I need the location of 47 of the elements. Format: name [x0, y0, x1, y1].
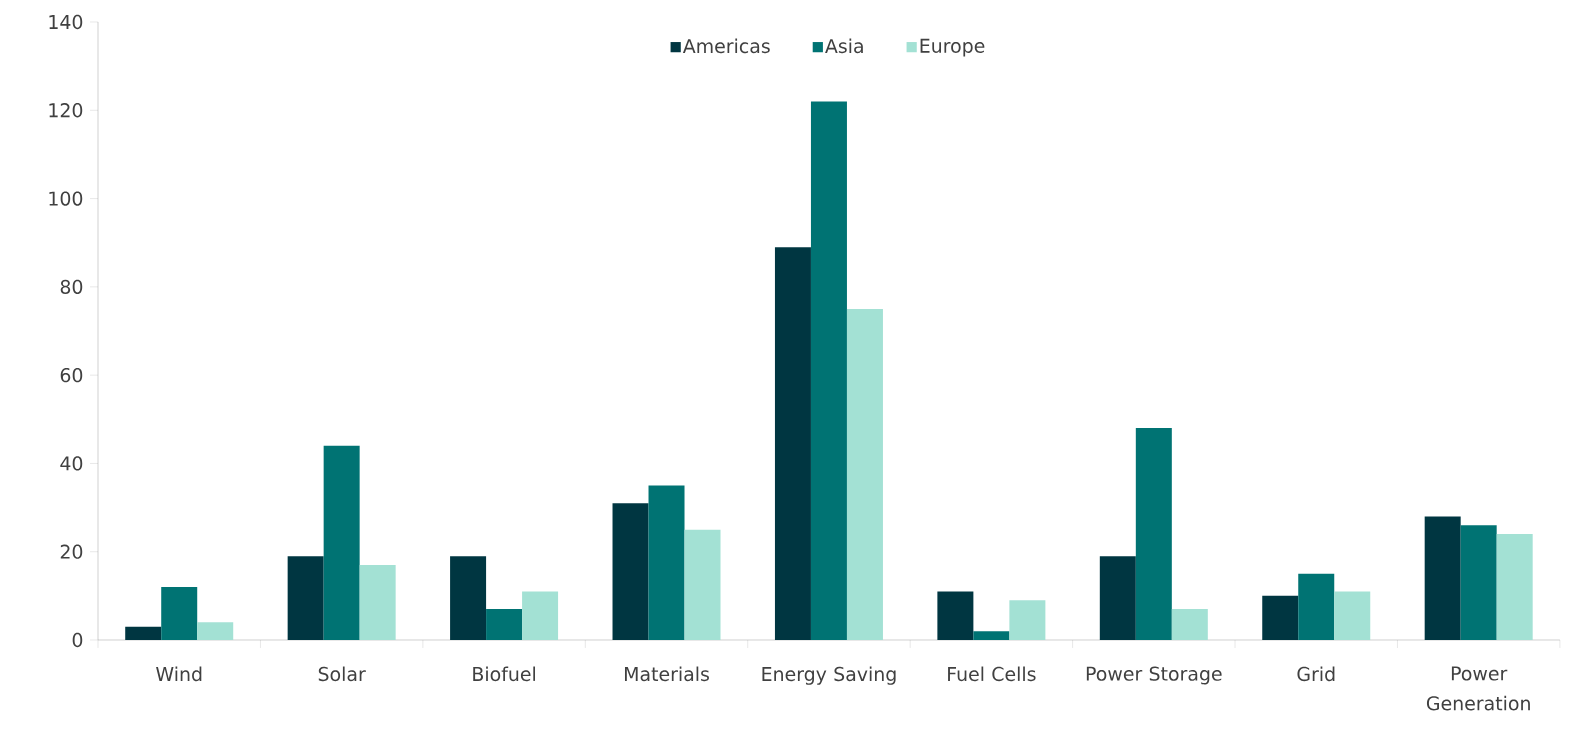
bar — [522, 591, 559, 640]
y-tick-label: 140 — [49, 14, 83, 30]
bar — [161, 587, 198, 640]
y-tick-label: 100 — [49, 191, 83, 206]
bar — [612, 503, 649, 640]
x-tick-label: Biofuel — [473, 666, 536, 682]
bar — [1009, 600, 1046, 640]
x-tick-label: Power Storage — [1086, 666, 1222, 685]
x-tick-label: Power Generation — [1426, 666, 1530, 711]
bar — [810, 101, 847, 640]
x-tick-label: Grid — [1297, 666, 1335, 682]
x-tick-label: Solar — [318, 666, 366, 682]
x-tick-label: Energy Saving — [762, 666, 896, 685]
legend-label: Europe — [920, 38, 985, 57]
y-tick-label: 60 — [60, 367, 83, 383]
bar — [486, 609, 523, 640]
bar — [1424, 516, 1461, 640]
bar — [1099, 556, 1136, 640]
legend-label: Americas — [682, 38, 770, 54]
x-tick-label: Wind — [156, 666, 202, 682]
bar — [287, 556, 324, 640]
y-tick-label: 40 — [60, 456, 83, 471]
bar — [1298, 573, 1335, 640]
y-tick-label: 20 — [60, 544, 83, 559]
legend-label: Asia — [825, 38, 863, 54]
x-tick-label: Fuel Cells — [948, 666, 1036, 682]
bar — [1334, 591, 1371, 640]
bar — [684, 529, 721, 640]
bar — [937, 591, 974, 640]
y-tick-label: 120 — [49, 103, 83, 118]
y-tick-label: 0 — [72, 632, 83, 648]
bar — [1171, 609, 1208, 640]
bar — [125, 626, 162, 640]
bar — [359, 564, 396, 640]
bar — [1496, 534, 1533, 640]
bar — [1460, 525, 1497, 640]
bar — [973, 631, 1010, 640]
bar — [450, 556, 487, 640]
bar — [323, 445, 360, 640]
y-tick-label: 80 — [60, 279, 83, 295]
bar — [846, 308, 883, 640]
bar — [197, 622, 234, 640]
x-tick-label: Materials — [624, 666, 709, 682]
bar — [1262, 595, 1299, 640]
bar — [648, 485, 685, 640]
bar — [1135, 428, 1172, 640]
bar — [774, 247, 811, 640]
